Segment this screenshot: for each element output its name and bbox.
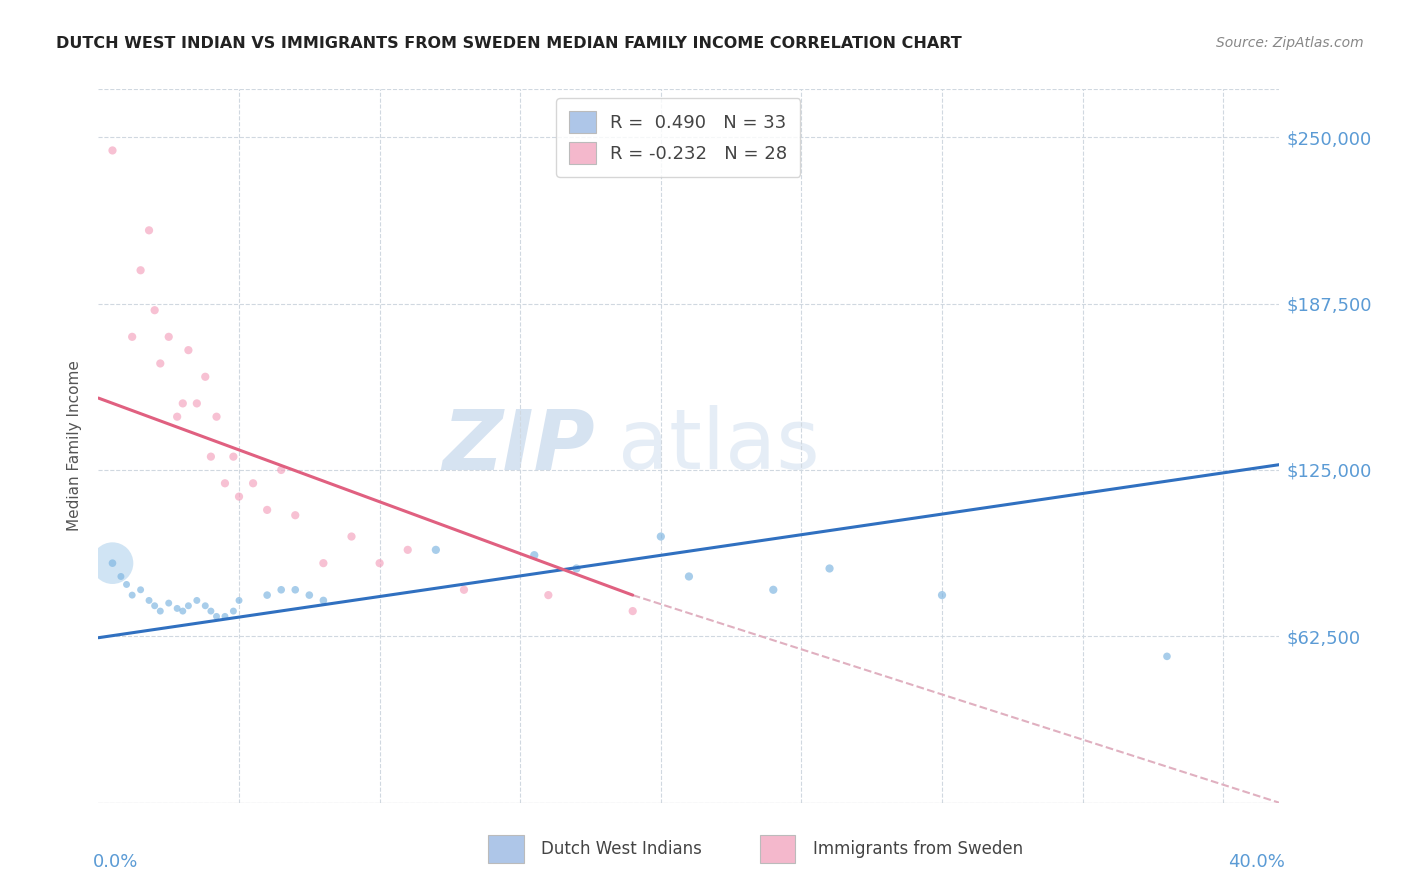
- Point: [110, 569, 132, 583]
- Point: [177, 343, 200, 358]
- Point: [453, 582, 475, 597]
- Point: [425, 542, 447, 557]
- Point: [222, 450, 245, 464]
- Point: [284, 508, 307, 523]
- Point: [101, 556, 124, 570]
- Point: [121, 588, 143, 602]
- Point: [194, 599, 217, 613]
- Point: [270, 463, 292, 477]
- Point: [678, 569, 700, 583]
- Point: [228, 593, 250, 607]
- FancyBboxPatch shape: [488, 835, 523, 863]
- Point: [537, 588, 560, 602]
- Point: [101, 144, 124, 158]
- Point: [166, 601, 188, 615]
- Point: [138, 593, 160, 607]
- Point: [186, 593, 208, 607]
- Point: [762, 582, 785, 597]
- Point: [228, 490, 250, 504]
- Point: [172, 396, 194, 410]
- Point: [200, 604, 222, 618]
- Point: [157, 596, 180, 610]
- Point: [205, 609, 228, 624]
- Point: [149, 604, 172, 618]
- Point: [396, 542, 419, 557]
- Y-axis label: Median Family Income: Median Family Income: [67, 360, 83, 532]
- Point: [621, 604, 644, 618]
- Point: [205, 409, 228, 424]
- Point: [129, 263, 152, 277]
- Point: [186, 396, 208, 410]
- Point: [157, 330, 180, 344]
- Point: [368, 556, 391, 570]
- Point: [121, 330, 143, 344]
- Point: [931, 588, 953, 602]
- Point: [129, 582, 152, 597]
- Point: [177, 599, 200, 613]
- Point: [138, 223, 160, 237]
- Legend: R =  0.490   N = 33, R = -0.232   N = 28: R = 0.490 N = 33, R = -0.232 N = 28: [557, 98, 800, 177]
- Point: [172, 604, 194, 618]
- Point: [214, 609, 236, 624]
- Point: [115, 577, 138, 591]
- Point: [256, 503, 278, 517]
- Text: Immigrants from Sweden: Immigrants from Sweden: [813, 840, 1024, 858]
- Point: [523, 548, 546, 562]
- Point: [222, 604, 245, 618]
- Point: [214, 476, 236, 491]
- Point: [256, 588, 278, 602]
- Text: DUTCH WEST INDIAN VS IMMIGRANTS FROM SWEDEN MEDIAN FAMILY INCOME CORRELATION CHA: DUTCH WEST INDIAN VS IMMIGRANTS FROM SWE…: [56, 36, 962, 51]
- Point: [312, 556, 335, 570]
- Text: 40.0%: 40.0%: [1229, 853, 1285, 871]
- Point: [270, 582, 292, 597]
- Point: [298, 588, 321, 602]
- Text: atlas: atlas: [619, 406, 820, 486]
- Text: Source: ZipAtlas.com: Source: ZipAtlas.com: [1216, 36, 1364, 50]
- Text: 0.0%: 0.0%: [93, 853, 138, 871]
- Point: [242, 476, 264, 491]
- Point: [166, 409, 188, 424]
- Point: [101, 556, 124, 570]
- Point: [312, 593, 335, 607]
- Point: [284, 582, 307, 597]
- Point: [650, 529, 672, 543]
- Text: ZIP: ZIP: [441, 406, 595, 486]
- Point: [149, 356, 172, 370]
- Point: [143, 599, 166, 613]
- Point: [340, 529, 363, 543]
- Text: Dutch West Indians: Dutch West Indians: [541, 840, 702, 858]
- FancyBboxPatch shape: [759, 835, 796, 863]
- Point: [200, 450, 222, 464]
- Point: [143, 303, 166, 318]
- Point: [818, 561, 841, 575]
- Point: [565, 561, 588, 575]
- Point: [1156, 649, 1178, 664]
- Point: [194, 369, 217, 384]
